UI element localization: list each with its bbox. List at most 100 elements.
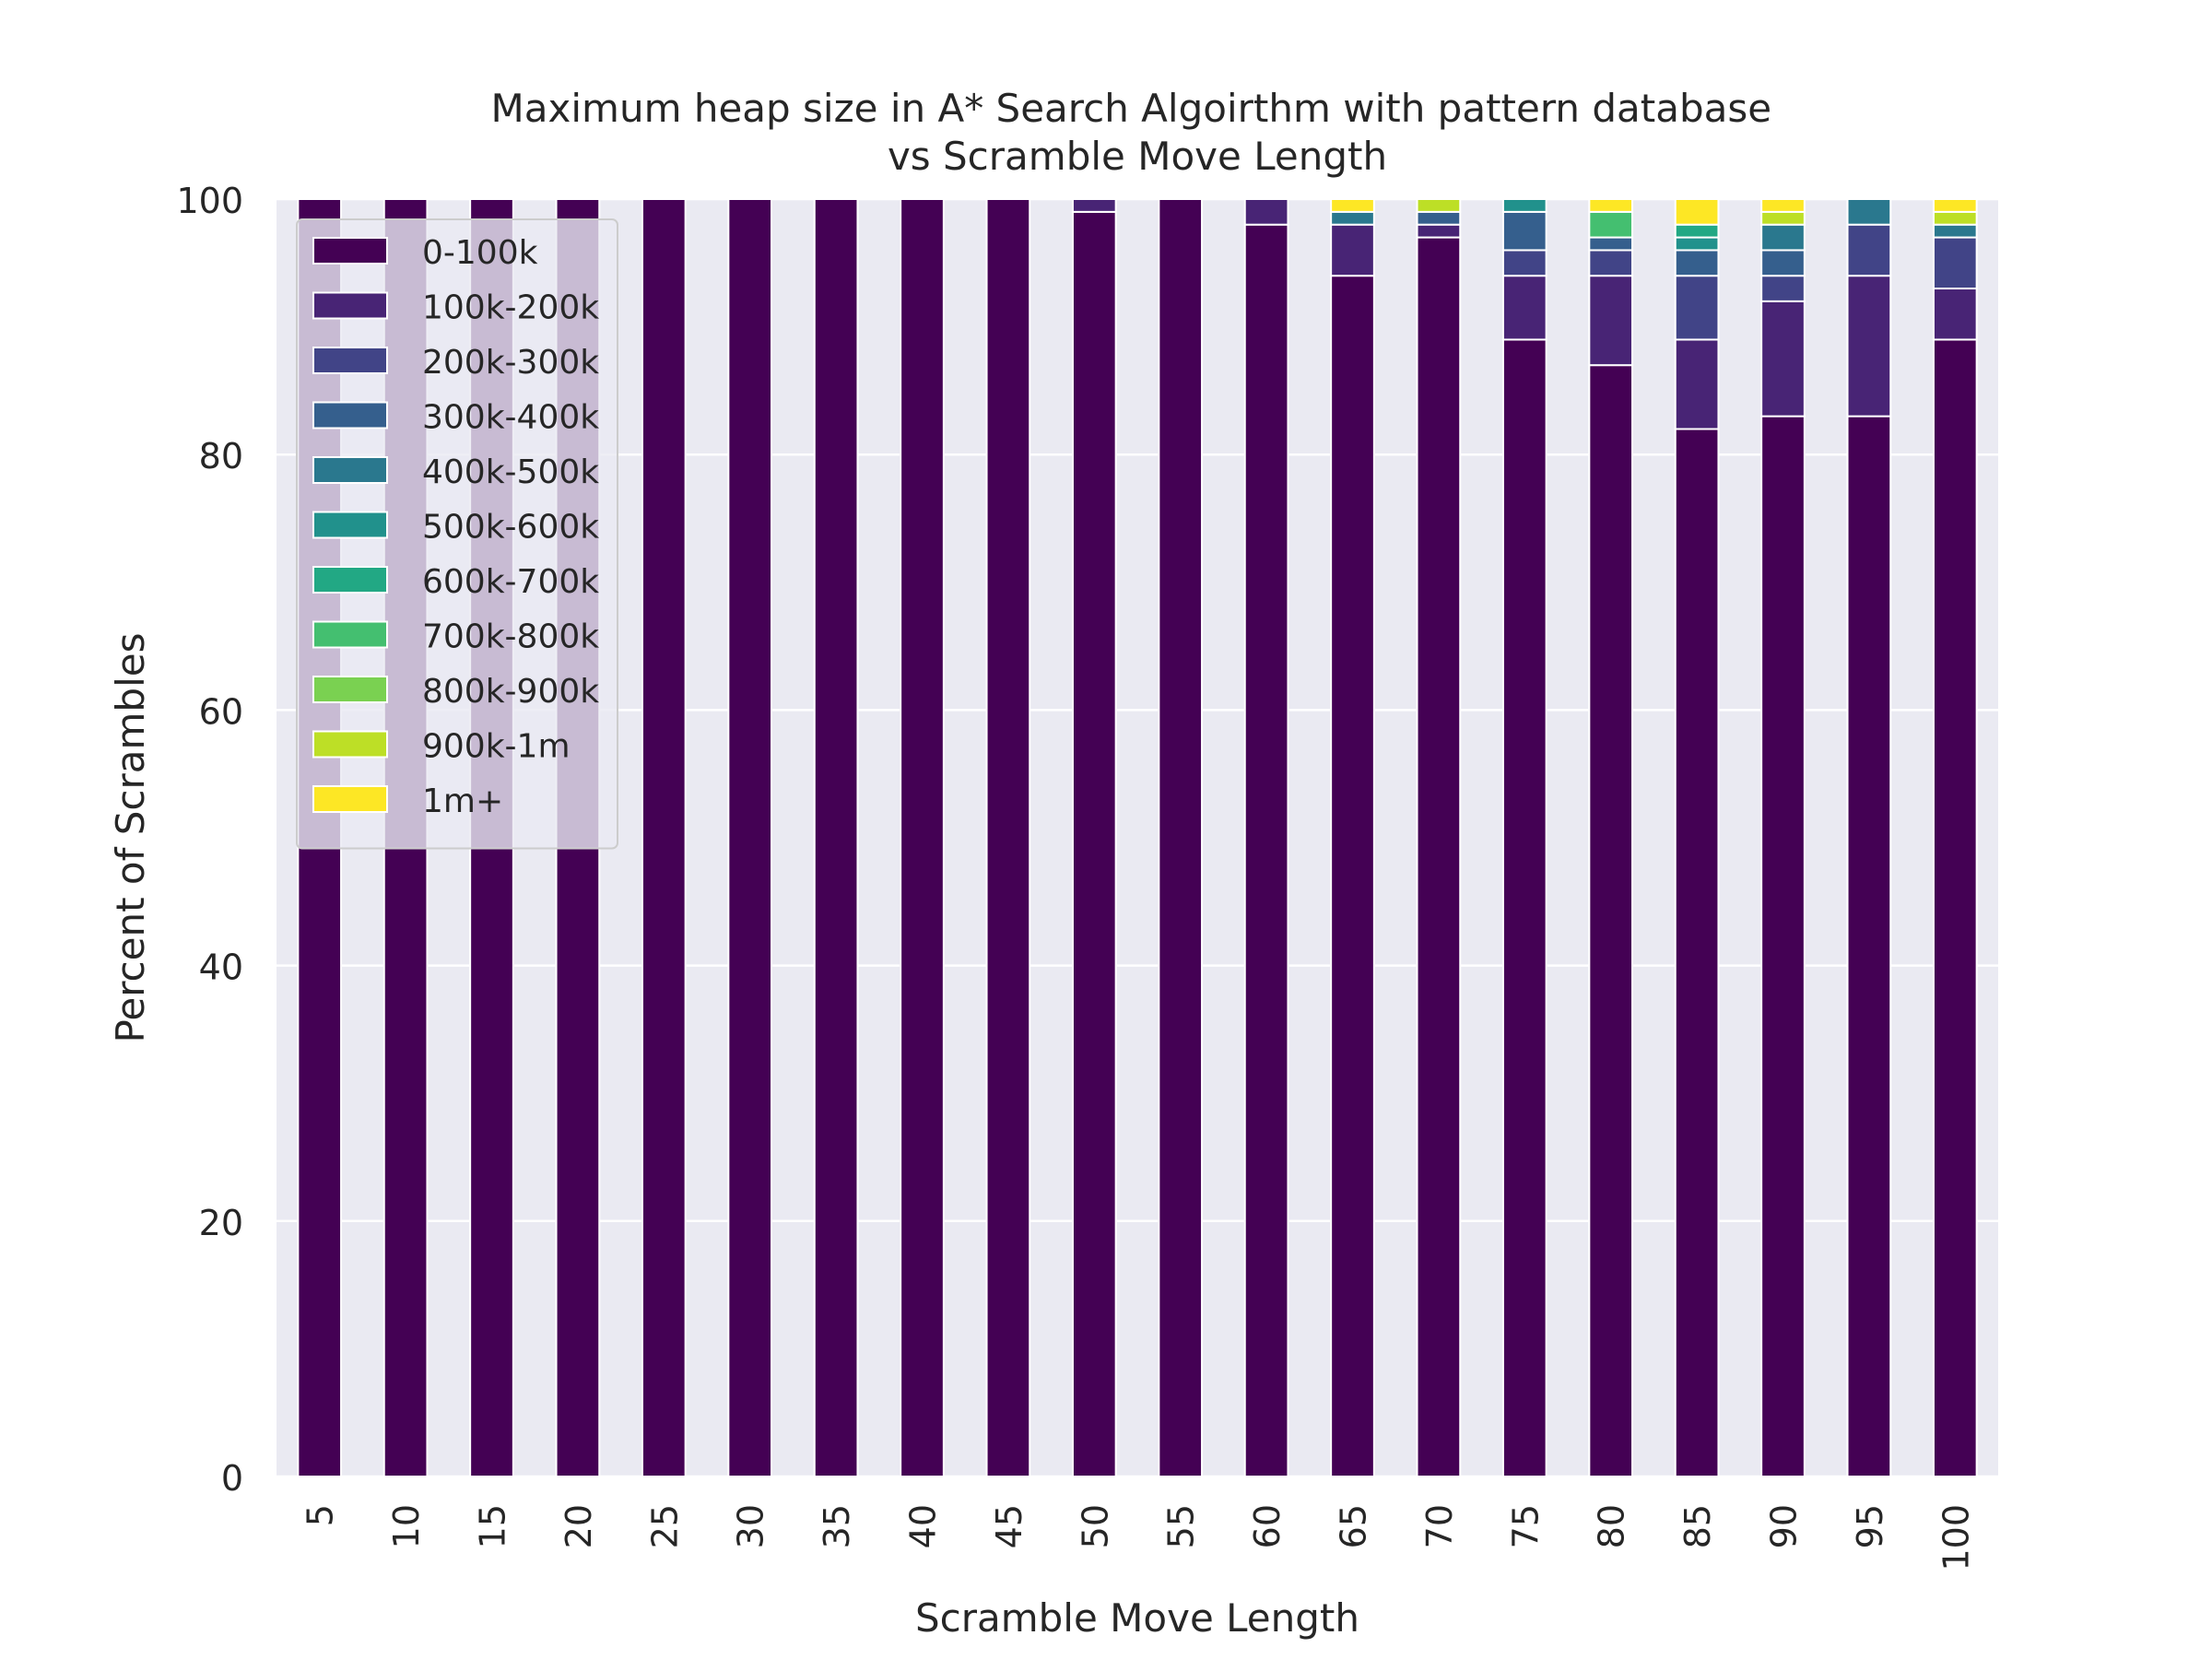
bar-segment xyxy=(1760,223,1806,252)
bar-segment xyxy=(1243,198,1289,226)
bar-segment xyxy=(1071,210,1117,1478)
bar-segment xyxy=(727,198,773,1477)
legend-label: 600k-700k xyxy=(422,563,599,601)
bar-segment xyxy=(1416,210,1462,226)
bar-segment xyxy=(1674,275,1720,341)
bar-segment xyxy=(1501,275,1547,341)
x-tick-label: 5 xyxy=(300,1504,341,1526)
x-tick-label: 30 xyxy=(731,1504,771,1548)
legend-swatch xyxy=(312,730,388,759)
bar-segment xyxy=(1760,300,1806,418)
y-axis-label: Percent of Scrambles xyxy=(108,633,153,1043)
x-tick-label: 55 xyxy=(1161,1504,1202,1548)
bar-segment xyxy=(1330,223,1375,277)
bar-segment xyxy=(1846,275,1892,418)
legend-swatch xyxy=(312,620,388,649)
bar-segment xyxy=(1416,223,1462,239)
chart-title: Maximum heap size in A* Search Algoirthm… xyxy=(491,86,1784,179)
chart-title-line-1: Maximum heap size in A* Search Algoirthm… xyxy=(491,86,1772,131)
legend-swatch xyxy=(312,237,388,265)
y-tick-label: 100 xyxy=(176,181,243,221)
bar-segment xyxy=(1932,198,1978,213)
bar-segment xyxy=(1674,428,1720,1478)
bar-segment xyxy=(1330,275,1375,1477)
bar-segment xyxy=(1932,236,1978,290)
bar-segment xyxy=(1674,249,1720,277)
bar-segment xyxy=(1501,338,1547,1478)
x-tick-labels: 5 10 15 20 25 30 35 40 45 50 55 60 65 70 75 80 85 90 95 100 xyxy=(300,1504,1977,1571)
bar-segment xyxy=(985,198,1031,1477)
legend-label: 1m+ xyxy=(422,782,503,820)
bar-segment xyxy=(1932,210,1978,226)
legend-swatch xyxy=(312,785,388,813)
x-tick-label: 80 xyxy=(1592,1504,1632,1548)
x-tick-label: 90 xyxy=(1764,1504,1805,1548)
bar-segment xyxy=(1243,223,1289,1478)
x-tick-label: 70 xyxy=(1419,1504,1460,1548)
legend-swatch xyxy=(312,511,388,539)
y-tick-label: 80 xyxy=(199,436,243,477)
y-tick-labels: 0 20 40 60 80 100 xyxy=(176,181,243,1499)
bar-segment xyxy=(1501,249,1547,277)
bar-segment xyxy=(1846,223,1892,277)
bar-segment xyxy=(1588,198,1634,213)
legend-label: 900k-1m xyxy=(422,728,571,766)
bar-segment xyxy=(1932,338,1978,1478)
bar-segment xyxy=(1760,249,1806,277)
bar-segment xyxy=(1674,223,1720,239)
bar-segment xyxy=(1846,198,1892,226)
bar-segment xyxy=(1330,198,1375,213)
bar-segment xyxy=(1674,198,1720,226)
bar-segment xyxy=(641,198,687,1477)
bar-segment xyxy=(1674,338,1720,430)
legend-swatch xyxy=(312,566,388,594)
legend-swatch xyxy=(312,291,388,320)
x-tick-label: 40 xyxy=(903,1504,944,1548)
bar-segment xyxy=(1416,236,1462,1478)
bar-segment xyxy=(1588,210,1634,239)
bar-segment xyxy=(1760,275,1806,302)
legend-label: 200k-300k xyxy=(422,344,599,382)
x-tick-label: 95 xyxy=(1850,1504,1890,1548)
legend: 0-100k 100k-200k 200k-300k 300k-400k 400k-50… xyxy=(296,218,618,850)
bar-segment xyxy=(1846,415,1892,1477)
legend-label: 800k-900k xyxy=(422,673,599,711)
bar-segment xyxy=(1588,249,1634,277)
bar-segment xyxy=(900,198,945,1477)
x-tick-label: 35 xyxy=(817,1504,857,1548)
bar-segment xyxy=(1158,198,1204,1477)
y-tick-label: 0 xyxy=(221,1458,243,1499)
legend-label: 700k-800k xyxy=(422,618,599,656)
legend-swatch xyxy=(312,676,388,703)
y-tick-label: 20 xyxy=(199,1203,243,1243)
x-tick-label: 15 xyxy=(473,1504,513,1548)
legend-label: 100k-200k xyxy=(422,289,599,327)
legend-label: 0-100k xyxy=(422,234,538,272)
bar-segment xyxy=(1501,198,1547,213)
legend-swatch xyxy=(312,347,388,374)
x-tick-label: 85 xyxy=(1677,1504,1718,1548)
chart-title-line-2: vs Scramble Move Length xyxy=(888,134,1387,179)
x-tick-label: 50 xyxy=(1075,1504,1115,1548)
bar-segment xyxy=(1330,210,1375,226)
bar-segment xyxy=(1932,223,1978,239)
bar-segment xyxy=(1760,198,1806,213)
x-tick-label: 100 xyxy=(1936,1504,1976,1571)
bar-segment xyxy=(1760,210,1806,226)
legend-label: 300k-400k xyxy=(422,399,599,437)
bar-segment xyxy=(1588,275,1634,367)
bar-segment xyxy=(1932,288,1978,341)
legend-label: 400k-500k xyxy=(422,453,599,491)
x-tick-label: 20 xyxy=(559,1504,599,1548)
y-tick-label: 60 xyxy=(199,691,243,732)
x-tick-label: 25 xyxy=(644,1504,685,1548)
bar-segment xyxy=(1501,210,1547,252)
bar-segment xyxy=(813,198,859,1477)
bar-segment xyxy=(1674,236,1720,252)
legend-swatch xyxy=(312,456,388,484)
bar-segment xyxy=(1416,198,1462,213)
x-tick-label: 60 xyxy=(1247,1504,1288,1548)
bar-segment xyxy=(1071,198,1117,213)
